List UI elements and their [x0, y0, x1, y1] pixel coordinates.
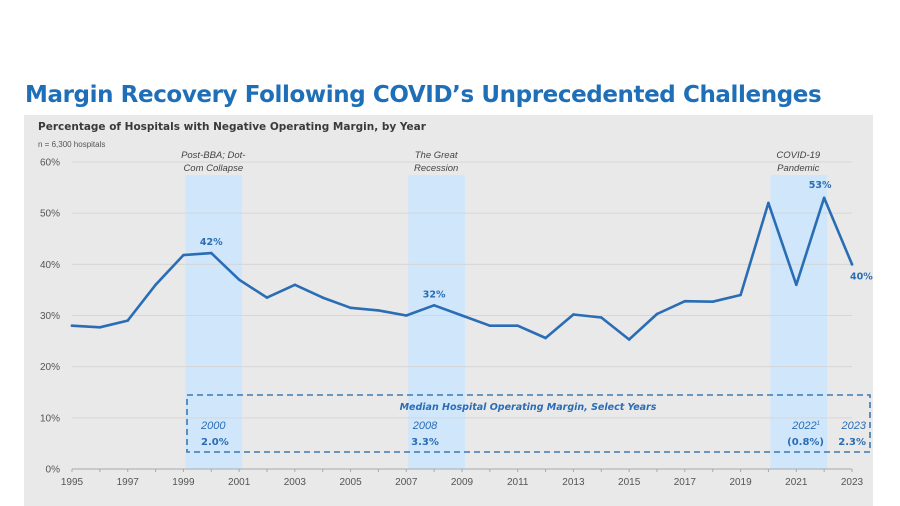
data-point	[237, 278, 241, 281]
data-point	[293, 283, 297, 287]
x-tick-label: 2015	[618, 477, 641, 488]
period-label: Recession	[414, 163, 458, 174]
median-margin-box-border	[186, 394, 871, 453]
data-point	[70, 324, 74, 328]
shaded-period-band	[408, 175, 465, 469]
y-tick-label: 40%	[40, 260, 60, 271]
y-axis: 0% 10% 20% 30% 40% 50% 60%	[40, 158, 60, 476]
median-margin-value: 2.0%	[201, 437, 229, 448]
data-point	[850, 263, 854, 266]
series	[70, 196, 854, 341]
data-label: 40%	[850, 271, 873, 282]
data-point	[822, 196, 826, 200]
data-point	[794, 283, 798, 287]
shaded-period-band	[770, 175, 828, 469]
data-point	[739, 293, 742, 297]
data-point	[460, 314, 464, 317]
median-margin-box-title: Median Hospital Operating Margin, Select…	[400, 402, 657, 413]
x-tick-label: 1999	[172, 477, 195, 488]
x-tick-label: 1995	[61, 477, 84, 488]
period-label: COVID-19	[776, 150, 821, 161]
period-label: The Great	[415, 150, 458, 161]
data-point	[683, 299, 687, 303]
y-tick-label: 30%	[40, 311, 60, 322]
data-point	[265, 296, 269, 299]
x-axis: 1995 1997 1999 2001 2003 2005 2007 2009 2011 2013…	[61, 468, 864, 488]
data-point	[182, 253, 185, 257]
median-margin-year: 20221	[791, 420, 820, 432]
median-margin-value: 2.3%	[838, 437, 866, 448]
period-label: Post-BBA; Dot-	[181, 150, 245, 161]
data-point	[544, 336, 547, 340]
period-label: Pandemic	[777, 163, 819, 174]
data-point	[209, 251, 213, 255]
y-tick-label: 20%	[40, 362, 60, 373]
data-point	[655, 312, 659, 316]
data-point	[627, 338, 631, 341]
x-tick-label: 2001	[228, 477, 251, 488]
data-label: 42%	[200, 237, 223, 248]
y-tick-label: 50%	[40, 209, 60, 220]
median-margin-box: Median Hospital Operating Margin, Select…	[186, 394, 871, 453]
x-tick-label: 2007	[395, 477, 418, 488]
x-tick-label: 2005	[339, 477, 362, 488]
data-label: 32%	[423, 289, 446, 300]
data-point	[599, 316, 603, 319]
sample-size-note: n = 6,300 hospitals	[38, 140, 106, 149]
period-labels: Post-BBA; Dot- Com Collapse The Great Reces…	[181, 150, 821, 174]
x-tick-label: 2023	[841, 477, 864, 488]
y-tick-label: 60%	[40, 158, 60, 169]
data-point	[516, 324, 520, 328]
x-tick-label: 2003	[284, 477, 307, 488]
data-labels: 42% 32% 53% 40%	[200, 180, 873, 300]
median-margin-year: 2008	[412, 420, 438, 432]
slide-title: Margin Recovery Following COVID’s Unprec…	[25, 82, 822, 108]
data-point	[126, 319, 130, 322]
data-label: 53%	[809, 180, 832, 191]
period-label: Com Collapse	[183, 163, 243, 174]
shaded-periods	[185, 175, 828, 469]
median-margin-year: 2023	[841, 420, 867, 432]
median-margin-year-text: 2000	[200, 420, 226, 432]
shaded-period-band	[185, 175, 243, 469]
data-point	[432, 303, 436, 307]
data-point	[321, 296, 325, 299]
x-tick-label: 2011	[507, 477, 529, 488]
median-margin-value: (0.8%)	[787, 437, 824, 448]
data-point	[572, 313, 575, 316]
data-point	[767, 201, 770, 205]
median-margin-value: 3.3%	[411, 437, 439, 448]
x-tick-label: 2017	[674, 477, 697, 488]
data-point	[98, 325, 102, 329]
y-tick-label: 0%	[46, 465, 61, 476]
data-point	[377, 309, 380, 312]
y-tick-label: 10%	[40, 413, 60, 424]
median-margin-year: 2000	[200, 420, 226, 432]
x-tick-label: 1997	[117, 477, 140, 488]
gridlines	[72, 161, 852, 419]
chart-title: Percentage of Hospitals with Negative Op…	[38, 121, 426, 133]
data-point	[154, 283, 157, 287]
x-tick-label: 2019	[729, 477, 752, 488]
data-point	[488, 324, 492, 328]
footnote-marker: 1	[817, 421, 820, 427]
x-tick-label: 2013	[562, 477, 585, 488]
median-margin-year-text: 2023	[841, 420, 867, 432]
median-margin-year-text: 2022	[791, 420, 816, 432]
x-tick-label: 2009	[451, 477, 474, 488]
data-point	[404, 314, 408, 317]
median-margin-year-text: 2008	[412, 420, 438, 432]
x-tick-label: 2021	[785, 477, 808, 488]
data-point	[349, 306, 352, 310]
data-point	[711, 300, 715, 303]
